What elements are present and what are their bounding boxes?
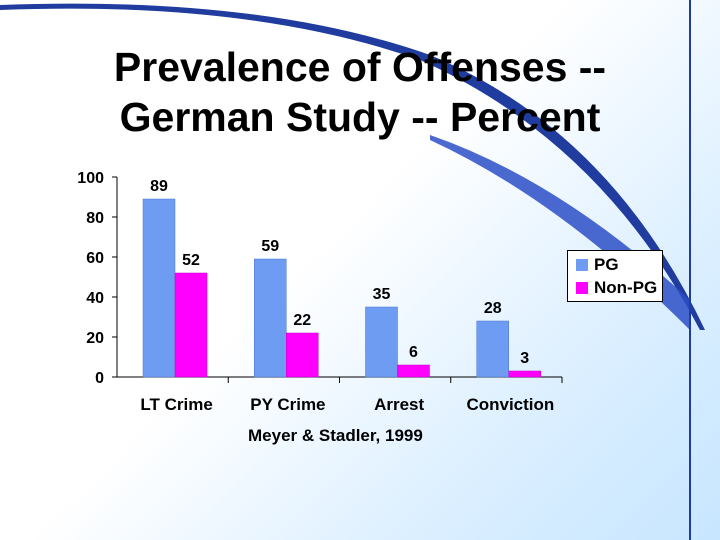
data-label-pg: 89 — [150, 178, 168, 195]
data-label-non-pg: 52 — [182, 252, 200, 269]
bar-pg — [254, 258, 287, 378]
bar-non-pg — [397, 364, 430, 378]
bar-pg — [142, 198, 176, 378]
legend-item-non-pg: Non-PG — [576, 278, 657, 298]
bar-non-pg — [508, 370, 541, 378]
legend-label-pg: PG — [594, 255, 619, 274]
data-label-non-pg: 22 — [293, 312, 311, 329]
x-tick-label: Conviction — [466, 395, 554, 414]
chart-legend: PG Non-PG — [567, 250, 663, 302]
data-label-pg: 35 — [373, 286, 391, 303]
x-tick-label: Arrest — [374, 395, 424, 414]
data-label-pg: 59 — [261, 238, 279, 255]
y-tick-label: 0 — [95, 370, 104, 387]
y-tick-label: 100 — [77, 170, 104, 187]
legend-swatch-pg — [576, 259, 588, 271]
y-tick-label: 80 — [86, 210, 104, 227]
bar-non-pg — [174, 272, 208, 378]
page-title: Prevalence of Offenses -- German Study -… — [40, 42, 680, 142]
y-tick-label: 60 — [86, 250, 104, 267]
bar-pg — [476, 320, 509, 378]
data-label-pg: 28 — [484, 300, 502, 317]
source-credit: Meyer & Stadler, 1999 — [248, 426, 423, 445]
x-tick-label: PY Crime — [250, 395, 325, 414]
y-tick-label: 20 — [86, 330, 104, 347]
data-label-non-pg: 3 — [520, 350, 529, 367]
data-label-non-pg: 6 — [409, 344, 418, 361]
legend-swatch-non-pg — [576, 282, 588, 294]
legend-label-non-pg: Non-PG — [594, 278, 658, 297]
x-tick-label: LT Crime — [140, 395, 212, 414]
title-line-1: Prevalence of Offenses -- — [113, 44, 607, 90]
bar-non-pg — [286, 332, 319, 378]
y-tick-label: 40 — [86, 290, 104, 307]
title-line-2: German Study -- Percent — [119, 94, 601, 140]
bar-pg — [365, 306, 398, 378]
legend-item-pg: PG — [576, 255, 619, 275]
